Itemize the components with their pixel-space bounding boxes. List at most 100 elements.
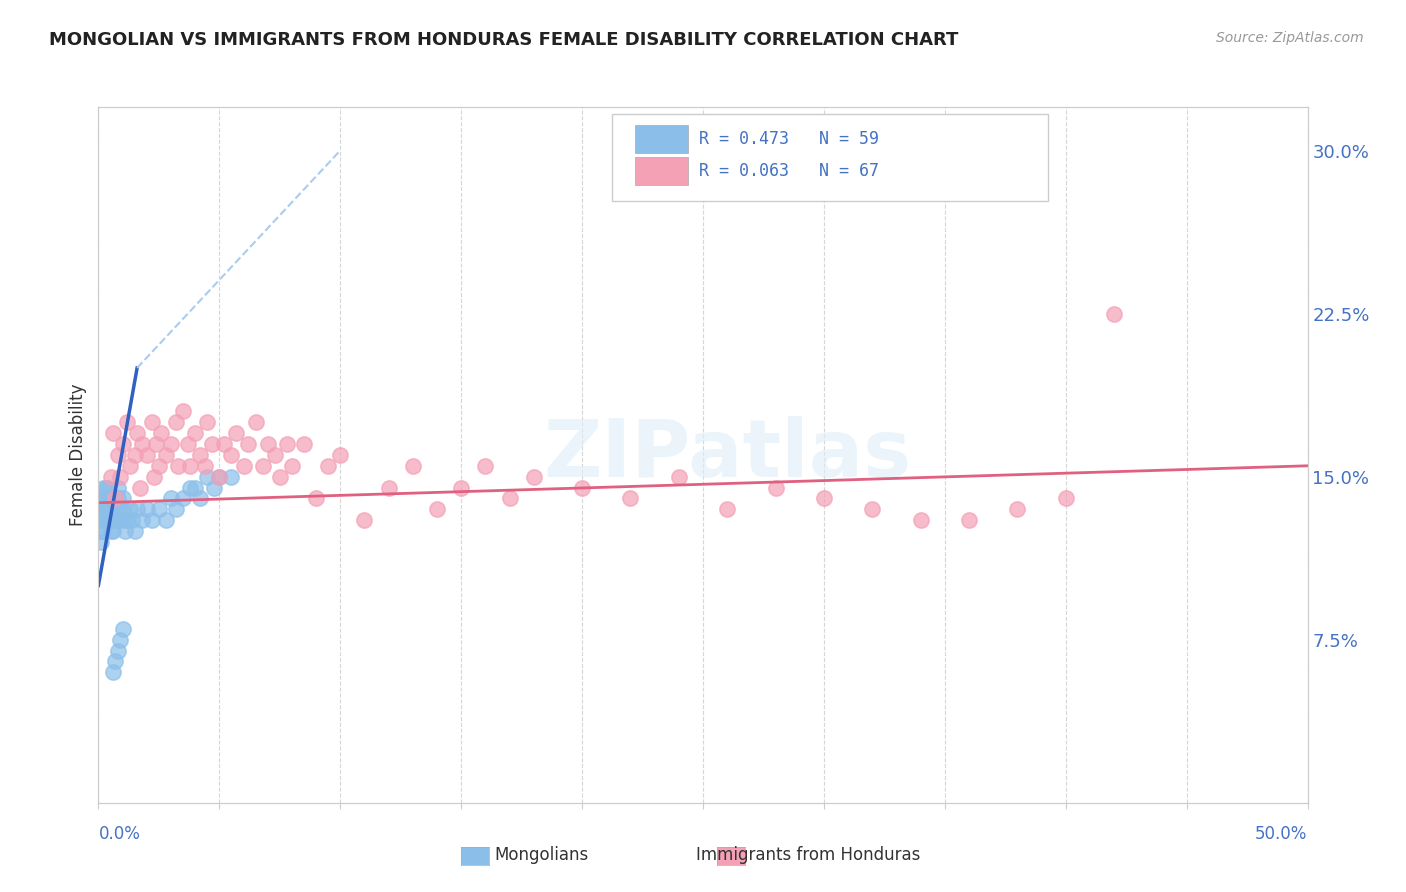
- Point: [108, 513, 131, 527]
- Point: [90, 491, 112, 506]
- Point: [97, 513, 120, 527]
- Text: 0.0%: 0.0%: [98, 825, 141, 843]
- Point: [145, 437, 167, 451]
- Point: [208, 469, 231, 483]
- Point: [619, 491, 641, 506]
- Point: [225, 426, 247, 441]
- Point: [474, 458, 496, 473]
- Point: [111, 502, 134, 516]
- Point: [523, 469, 546, 483]
- Point: [910, 513, 932, 527]
- Point: [111, 437, 134, 451]
- Point: [148, 502, 170, 516]
- Point: [94, 513, 117, 527]
- Point: [167, 458, 190, 473]
- Text: ZIPatlas: ZIPatlas: [543, 416, 911, 494]
- Point: [221, 469, 243, 483]
- Point: [141, 513, 163, 527]
- Point: [957, 513, 980, 527]
- Text: MONGOLIAN VS IMMIGRANTS FROM HONDURAS FEMALE DISABILITY CORRELATION CHART: MONGOLIAN VS IMMIGRANTS FROM HONDURAS FE…: [49, 31, 959, 49]
- Point: [90, 502, 112, 516]
- Point: [281, 458, 304, 473]
- Point: [107, 643, 129, 657]
- Point: [208, 469, 231, 483]
- Point: [160, 437, 183, 451]
- Point: [101, 502, 124, 516]
- Point: [179, 458, 201, 473]
- Point: [100, 524, 122, 538]
- Point: [329, 448, 352, 462]
- Point: [91, 524, 114, 538]
- Point: [97, 481, 120, 495]
- Point: [131, 437, 153, 451]
- Point: [184, 481, 207, 495]
- Point: [104, 655, 127, 669]
- Point: [353, 513, 375, 527]
- Point: [292, 437, 315, 451]
- Point: [238, 437, 260, 451]
- Text: Source: ZipAtlas.com: Source: ZipAtlas.com: [1216, 31, 1364, 45]
- Point: [107, 448, 129, 462]
- Point: [1007, 502, 1029, 516]
- Point: [571, 481, 593, 495]
- Point: [765, 481, 787, 495]
- Point: [107, 491, 129, 506]
- Point: [148, 458, 170, 473]
- Point: [94, 502, 117, 516]
- Text: R = 0.473   N = 59: R = 0.473 N = 59: [699, 130, 879, 148]
- Point: [114, 513, 136, 527]
- Point: [276, 437, 298, 451]
- Point: [450, 481, 472, 495]
- Point: [135, 502, 157, 516]
- Point: [860, 502, 883, 516]
- Point: [256, 437, 278, 451]
- Point: [101, 491, 124, 506]
- Point: [252, 458, 274, 473]
- Point: [232, 458, 254, 473]
- Point: [111, 491, 134, 506]
- Point: [108, 502, 131, 516]
- Point: [165, 502, 187, 516]
- Text: R = 0.063   N = 67: R = 0.063 N = 67: [699, 162, 879, 180]
- Point: [498, 491, 520, 506]
- Point: [91, 513, 114, 527]
- Point: [114, 524, 136, 538]
- Point: [177, 437, 200, 451]
- Point: [402, 458, 425, 473]
- Point: [201, 437, 224, 451]
- Point: [104, 513, 127, 527]
- Point: [101, 524, 124, 538]
- Point: [104, 491, 127, 506]
- Point: [117, 415, 139, 429]
- Point: [101, 426, 124, 441]
- Text: Mongolians: Mongolians: [494, 846, 589, 863]
- Point: [91, 502, 114, 516]
- Point: [1102, 307, 1125, 321]
- Point: [204, 481, 226, 495]
- Point: [111, 622, 134, 636]
- Point: [813, 491, 835, 506]
- Point: [117, 513, 139, 527]
- Point: [377, 481, 399, 495]
- Point: [100, 469, 122, 483]
- Point: [90, 535, 112, 549]
- Point: [716, 502, 738, 516]
- Point: [184, 426, 207, 441]
- FancyBboxPatch shape: [636, 125, 689, 153]
- Point: [100, 513, 122, 527]
- Point: [124, 448, 146, 462]
- Point: [269, 469, 291, 483]
- Point: [127, 502, 149, 516]
- Point: [131, 513, 153, 527]
- Point: [212, 437, 235, 451]
- Point: [107, 481, 129, 495]
- Point: [118, 458, 141, 473]
- Point: [188, 491, 211, 506]
- Point: [100, 502, 122, 516]
- FancyBboxPatch shape: [613, 114, 1047, 201]
- Point: [195, 469, 218, 483]
- Point: [195, 415, 218, 429]
- Point: [127, 426, 149, 441]
- Point: [245, 415, 267, 429]
- Point: [264, 448, 287, 462]
